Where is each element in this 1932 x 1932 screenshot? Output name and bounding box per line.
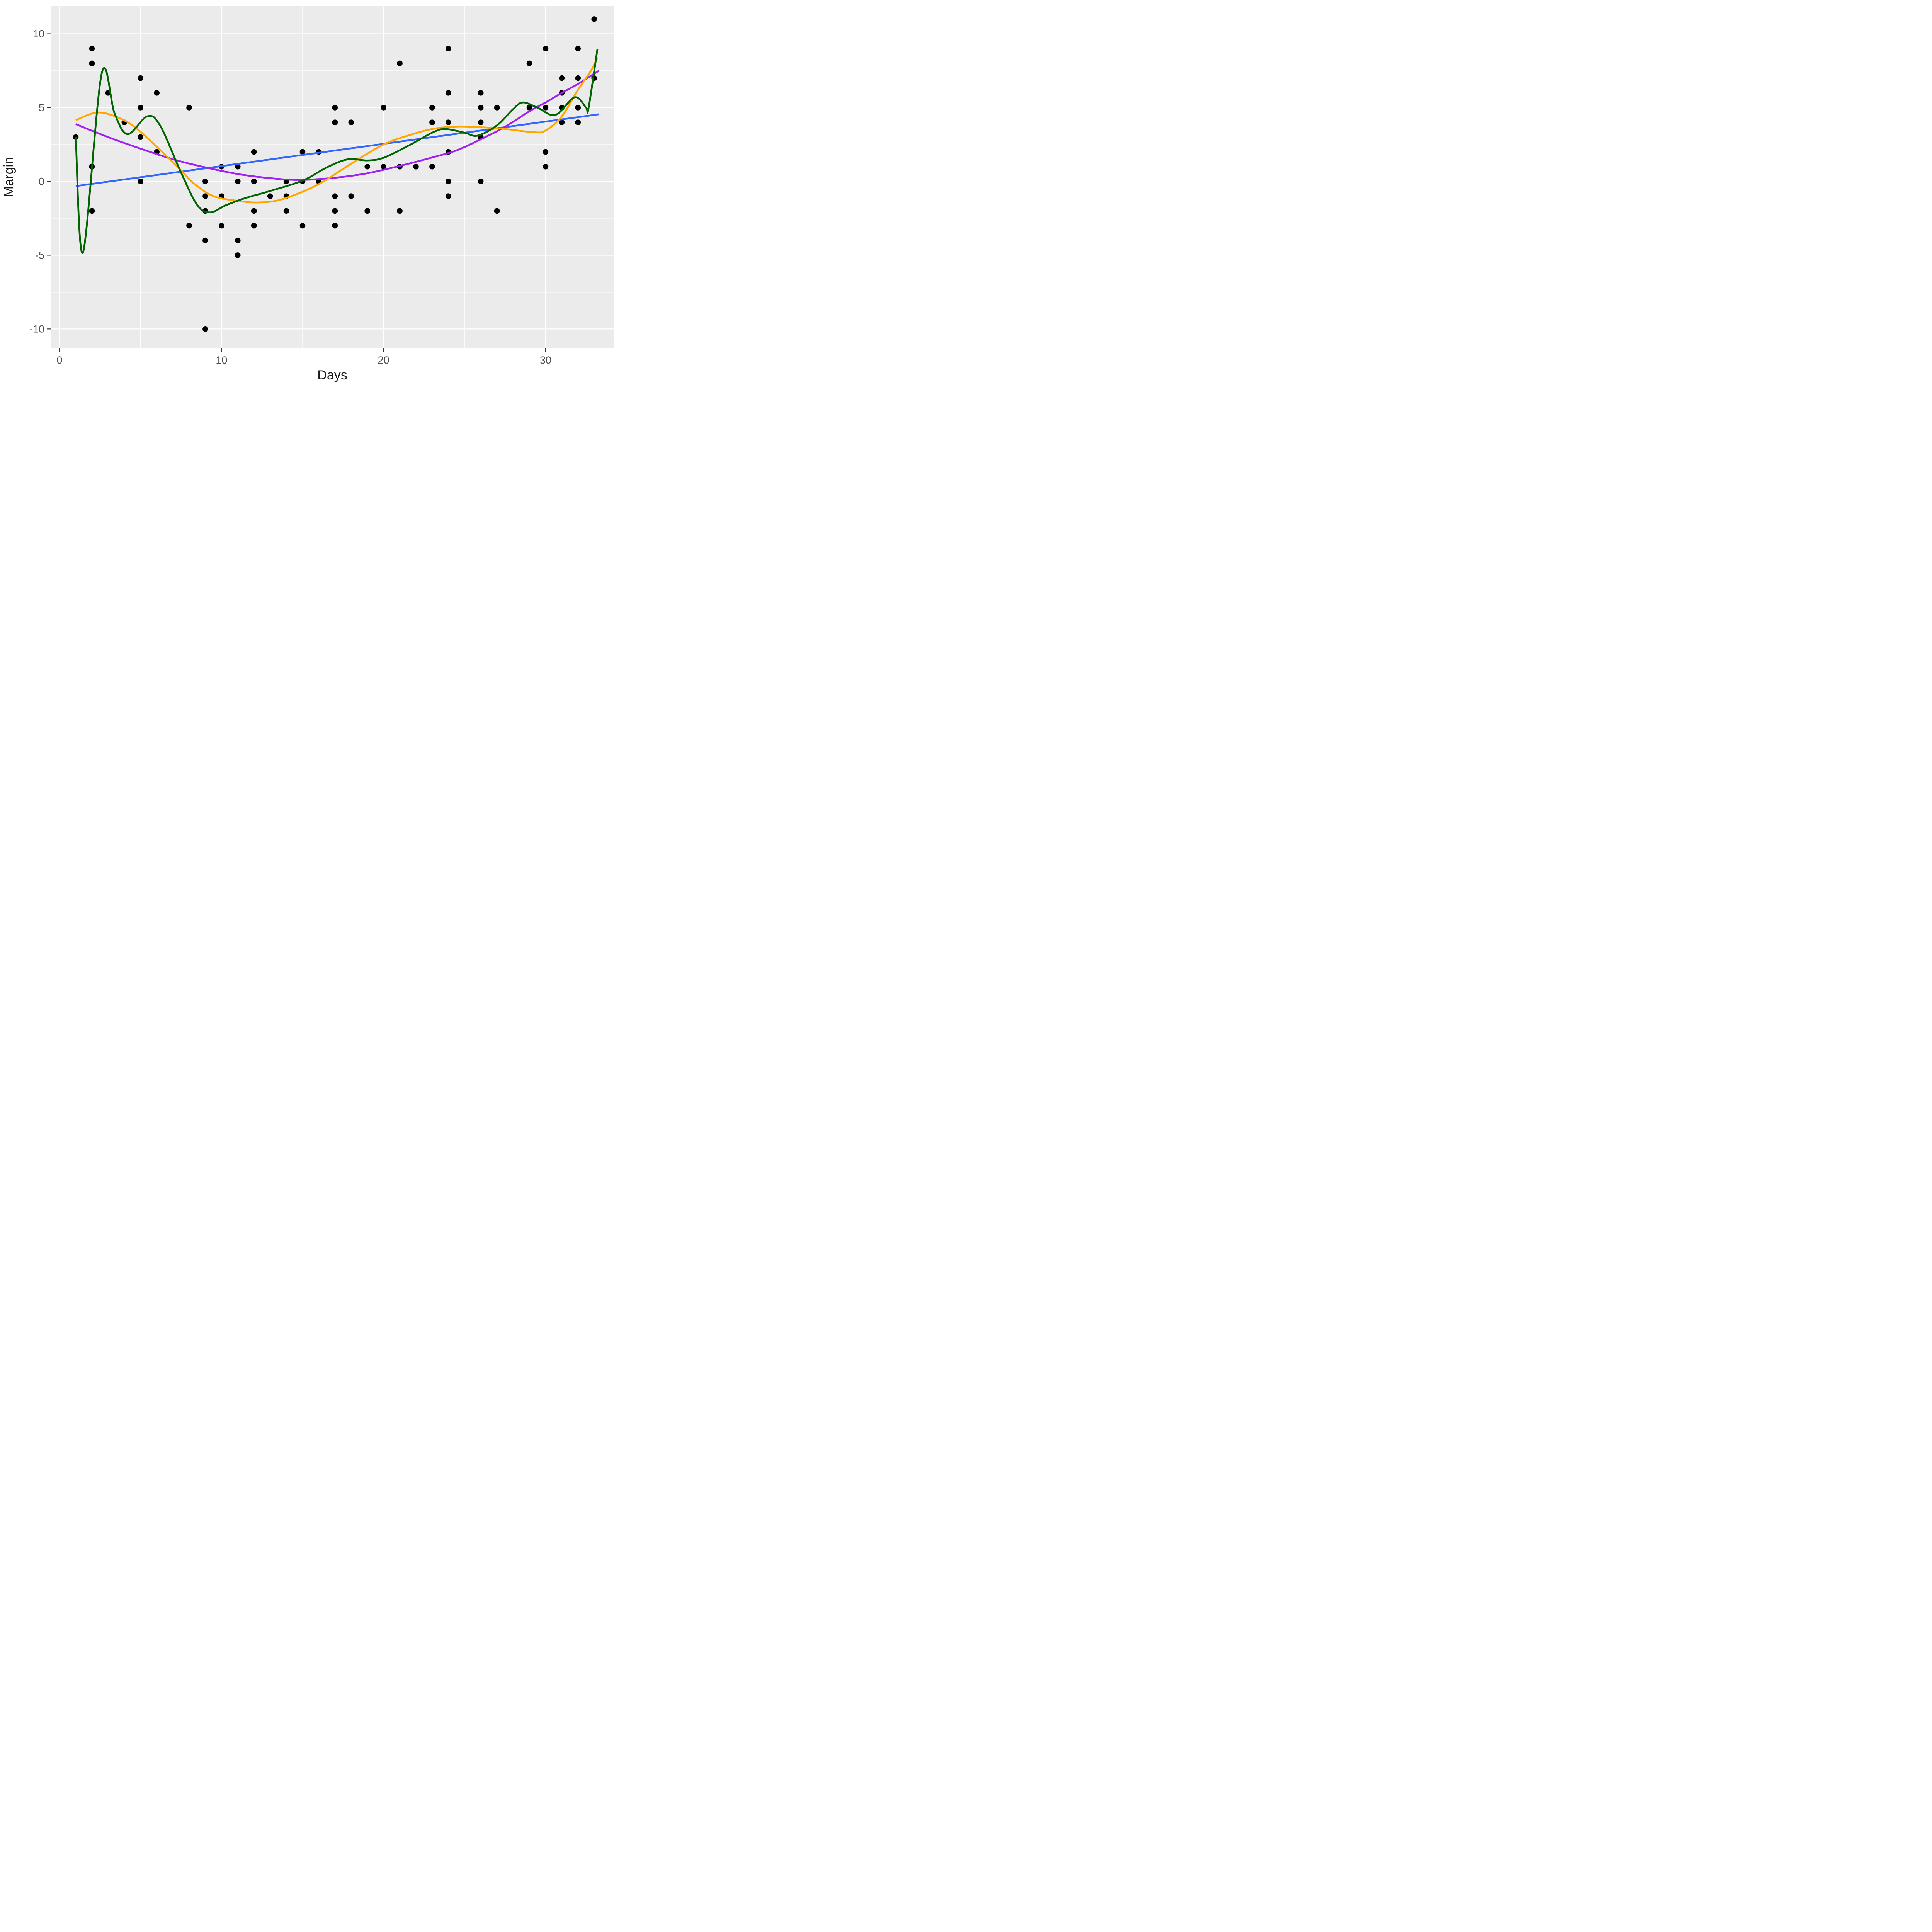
loess-fit-line [75,57,599,204]
data-point [332,105,338,111]
data-point [89,208,95,214]
data-point [202,193,208,199]
data-point [235,237,241,243]
data-point [364,208,370,214]
data-point [446,179,451,184]
data-point [364,163,370,170]
data-point [332,208,338,214]
data-point [235,163,241,170]
data-point [478,90,484,96]
grid-major-lines [51,6,614,348]
data-point [332,193,338,199]
data-point [478,105,484,111]
scatter-smooth-chart: 0 10 20 30 10 5 0 -5 -10 Days Margin [2,6,614,383]
data-point [138,179,144,184]
data-point [575,75,581,81]
scatter-points [73,16,597,332]
data-point [543,163,549,170]
data-point [381,105,386,111]
data-point [446,90,451,96]
data-point [202,326,208,332]
y-axis-tick-labels: 10 5 0 -5 -10 [29,28,44,335]
data-point [89,46,95,52]
y-tick-label: 5 [39,102,44,114]
data-point [202,237,208,243]
data-point [429,163,435,170]
data-point [348,193,354,199]
x-tick-label: 20 [378,354,389,366]
data-point [429,105,435,111]
data-point [494,208,500,214]
y-tick-label: 10 [33,28,44,40]
data-point [219,223,224,229]
grid-minor-lines [51,6,614,348]
x-tick-label: 30 [540,354,551,366]
x-axis-tick-marks [59,348,546,352]
data-point [559,75,565,81]
y-tick-label: -10 [29,323,44,335]
data-point [332,223,338,229]
data-point [138,105,144,111]
chart-figure: 0 10 20 30 10 5 0 -5 -10 Days Margin [0,0,618,386]
data-point [397,60,403,66]
data-point [186,223,192,229]
data-point [575,105,581,111]
data-point [251,208,257,214]
x-axis-tick-labels: 0 10 20 30 [57,354,551,366]
data-point [543,149,549,155]
data-point [299,223,306,229]
data-point [575,119,581,125]
data-point [154,90,160,96]
data-point [575,46,581,52]
data-point [283,208,289,214]
y-axis-tick-marks [47,33,51,330]
data-point [89,60,95,66]
data-point [348,119,354,125]
data-point [251,179,257,184]
data-point [446,193,451,199]
data-point [202,179,208,184]
data-point [446,46,451,52]
data-point [138,134,144,140]
data-point [413,163,419,170]
data-point [526,105,532,111]
linear-fit-line [75,113,599,187]
data-point [267,193,273,199]
data-point [397,208,403,214]
data-point [251,223,257,229]
y-tick-label: 0 [39,175,44,187]
x-tick-label: 10 [216,354,227,366]
y-axis-title: Margin [2,157,16,197]
y-tick-label: -5 [35,249,44,261]
data-point [478,119,484,125]
data-point [235,252,241,258]
data-point [186,105,192,111]
data-point [381,163,386,170]
data-point [446,119,451,125]
wiggly-fit-line [75,49,599,254]
data-point [494,105,500,111]
data-point [251,149,257,155]
data-point [559,119,565,125]
x-axis-title: Days [317,368,347,383]
data-point [478,179,484,184]
data-point [332,119,338,125]
data-point [138,75,144,81]
data-point [429,119,435,125]
smooth-lines [75,49,600,254]
data-point [299,149,306,155]
data-point [543,46,549,52]
data-point [591,16,597,22]
data-point [235,179,241,184]
data-point [543,105,549,111]
x-tick-label: 0 [57,354,63,366]
data-point [526,60,532,66]
